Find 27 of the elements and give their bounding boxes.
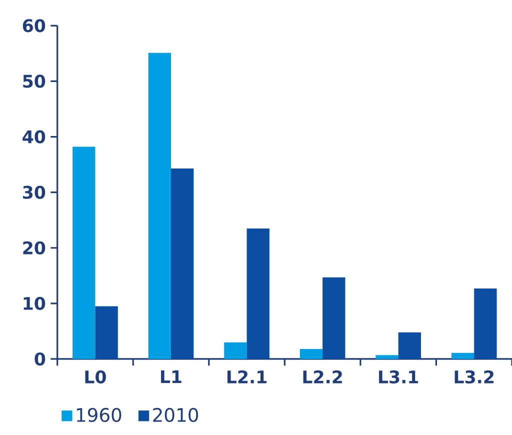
bar [246,228,270,359]
bar [224,342,247,359]
bar [376,355,398,359]
y-tick-label: 20 [23,241,46,254]
bar [72,146,96,359]
x-tick-label: L0 [85,370,106,384]
x-tick-label: L2.1 [227,370,266,384]
x-tick-label: L1 [161,370,182,383]
bar [398,332,421,359]
bar [300,348,323,359]
bar [95,306,118,359]
bar [171,168,194,359]
y-tick-label: 30 [22,186,46,199]
y-tick-label: 0 [34,352,46,366]
bar [451,352,474,359]
bar [322,277,346,359]
y-tick-label: 10 [24,296,46,310]
y-tick-label: 50 [23,74,46,88]
x-tick-label: L3.1 [379,370,418,384]
x-tick-label: L2.2 [303,370,342,384]
y-tick-label: 40 [22,130,46,144]
bar [474,288,497,359]
x-tick-label: L3.2 [454,370,494,384]
legend-label: 1960 [76,408,122,422]
bar [148,52,171,359]
legend-label: 2010 [153,408,198,422]
y-tick-label: 60 [22,19,46,32]
